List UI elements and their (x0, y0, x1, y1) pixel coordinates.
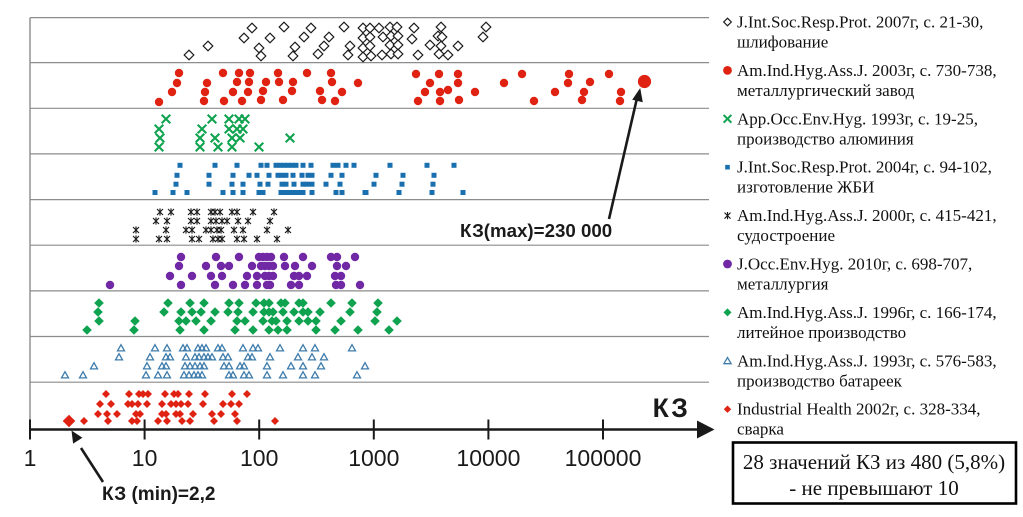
svg-text:App.Occ.Env.Hyg. 1993г, с. 19-: App.Occ.Env.Hyg. 1993г, с. 19-25, (737, 109, 978, 128)
svg-text:28 значений КЗ из 480 (5,8%): 28 значений КЗ из 480 (5,8%) (743, 450, 1005, 474)
svg-text:Am.Ind.Hyg.Ass.J. 1996г, с. 16: Am.Ind.Hyg.Ass.J. 1996г, с. 166-174, (737, 303, 997, 322)
svg-text:металлургия: металлургия (737, 275, 829, 294)
svg-text:производство батареек: производство батареек (737, 371, 903, 390)
svg-text:Am.Ind.Hyg.Ass.J. 2000г, с. 41: Am.Ind.Hyg.Ass.J. 2000г, с. 415-421, (737, 206, 997, 225)
svg-text:1: 1 (24, 445, 37, 471)
svg-text:изготовление ЖБИ: изготовление ЖБИ (737, 178, 874, 197)
svg-text:100: 100 (240, 445, 278, 471)
svg-text:Am.Ind.Hyg.Ass.J. 1993г, с. 57: Am.Ind.Hyg.Ass.J. 1993г, с. 576-583, (737, 351, 997, 370)
svg-text:КЗ(max)=230 000: КЗ(max)=230 000 (460, 220, 612, 241)
svg-text:КЗ: КЗ (653, 393, 690, 423)
svg-text:сварка: сварка (737, 420, 784, 439)
svg-text:J.Int.Soc.Resp.Prot. 2004г, с.: J.Int.Soc.Resp.Prot. 2004г, с. 94-102, (737, 158, 992, 177)
svg-text:J.Int.Soc.Resp.Prot. 2007г, с.: J.Int.Soc.Resp.Prot. 2007г, с. 21-30, (737, 13, 983, 32)
svg-text:шлифование: шлифование (737, 33, 828, 52)
svg-text:10000: 10000 (456, 445, 520, 471)
svg-text:1000: 1000 (348, 445, 399, 471)
svg-text:- не превышают 10: - не превышают 10 (789, 476, 958, 500)
svg-text:100000: 100000 (565, 445, 642, 471)
svg-text:судостроение: судостроение (737, 226, 835, 245)
svg-text:10: 10 (132, 445, 158, 471)
svg-text:КЗ (min)=2,2: КЗ (min)=2,2 (102, 484, 215, 505)
svg-text:Industrial Health 2002г, с. 32: Industrial Health 2002г, с. 328-334, (737, 400, 980, 419)
svg-text:литейное производство: литейное производство (737, 323, 906, 342)
svg-text:производство алюминия: производство алюминия (737, 129, 914, 148)
svg-text:J.Occ.Env.Hyg. 2010г, с. 698-7: J.Occ.Env.Hyg. 2010г, с. 698-707, (737, 255, 972, 274)
svg-text:Am.Ind.Hyg.Ass.J. 2003г, с. 73: Am.Ind.Hyg.Ass.J. 2003г, с. 730-738, (737, 61, 997, 80)
svg-text:металлургический завод: металлургический завод (737, 81, 915, 100)
